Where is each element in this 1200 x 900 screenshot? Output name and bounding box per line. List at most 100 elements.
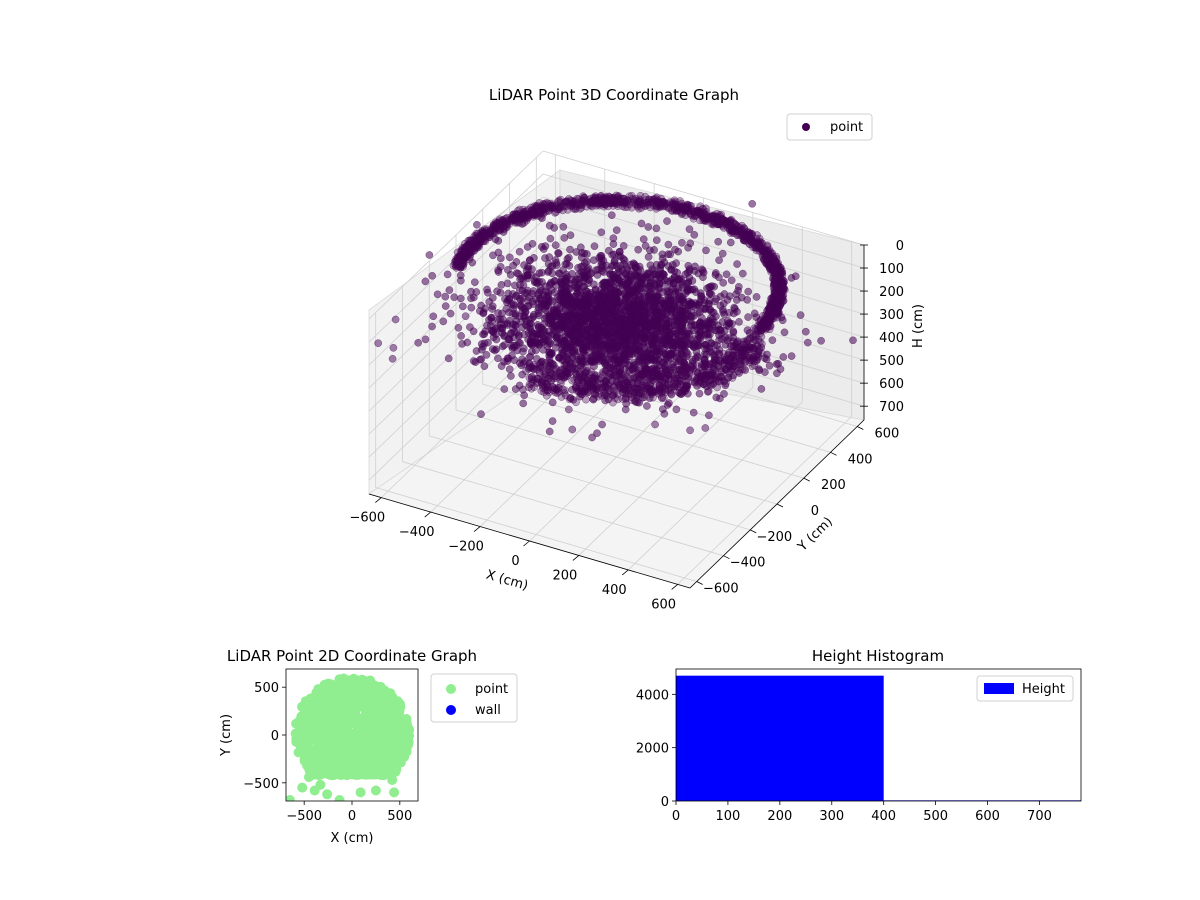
data-point-3d — [716, 326, 725, 334]
data-point-3d — [458, 340, 466, 348]
data-point-3d — [646, 276, 655, 285]
data-point-3d — [592, 383, 601, 392]
data-point-3d — [609, 199, 618, 207]
data-point-3d — [548, 398, 557, 407]
data-point-3d — [574, 263, 582, 272]
data-point-3d — [609, 240, 618, 248]
legend-3d-label: point — [830, 120, 863, 135]
data-point-3d — [444, 354, 453, 363]
data-point-3d — [706, 282, 715, 291]
data-point-3d — [706, 314, 715, 322]
data-point-3d — [504, 354, 513, 363]
data-point-3d — [667, 389, 676, 398]
data-point-3d — [686, 426, 694, 435]
data-point-3d — [682, 348, 691, 356]
chart-3d-title: LiDAR Point 3D Coordinate Graph — [489, 86, 739, 104]
data-point-3d — [757, 332, 766, 341]
data-point-3d — [658, 288, 667, 296]
data-point-3d — [633, 316, 642, 325]
h-tick-label-3d: 0 — [896, 239, 904, 254]
data-point-3d — [704, 387, 713, 396]
data-point-3d — [711, 271, 720, 279]
data-point-3d — [576, 204, 584, 213]
data-point-3d — [512, 291, 521, 300]
data-point-3d — [741, 366, 750, 375]
data-point-3d — [707, 307, 716, 316]
data-point-3d — [728, 319, 736, 328]
data-point-3d — [716, 292, 725, 301]
data-point-3d — [605, 369, 613, 378]
data-point-3d — [765, 361, 774, 370]
data-point-3d — [748, 199, 757, 208]
data-point-3d — [643, 348, 652, 357]
y-tick-label-3d: 600 — [874, 426, 899, 441]
data-point-3d — [513, 346, 522, 355]
data-point-3d — [582, 395, 590, 404]
data-point-3d — [679, 293, 687, 302]
data-point-3d — [488, 327, 497, 336]
data-point-3d — [622, 338, 630, 347]
data-point-3d — [520, 391, 529, 400]
data-point-3d — [550, 277, 559, 286]
data-point-3d — [692, 301, 701, 309]
data-point-3d — [559, 337, 568, 346]
data-point-3d — [593, 198, 602, 207]
data-point-3d — [606, 194, 615, 203]
data-point-3d — [752, 293, 761, 301]
data-point-3d — [588, 357, 596, 366]
data-point-3d — [609, 339, 617, 347]
data-point-3d — [505, 253, 514, 262]
data-point-3d — [650, 246, 658, 254]
data-point-3d — [559, 202, 567, 211]
data-point-3d — [509, 261, 518, 270]
data-point-3d — [578, 196, 587, 205]
data-point-3d — [479, 342, 487, 351]
data-point-3d — [649, 355, 658, 364]
data-point-3d — [661, 340, 670, 348]
data-point-3d — [701, 424, 710, 432]
data-point-3d — [780, 328, 789, 337]
data-point-3d — [589, 395, 598, 404]
data-point-3d — [581, 311, 590, 319]
data-point-3d — [548, 262, 557, 270]
data-point-3d — [718, 249, 727, 258]
data-point-3d — [544, 383, 552, 392]
h-tick-label-3d: 100 — [879, 262, 904, 277]
data-point-3d — [695, 389, 704, 398]
data-point-3d — [607, 211, 616, 220]
x-tick-label-3d: 0 — [511, 554, 519, 569]
data-point-3d — [573, 304, 582, 313]
data-point-3d — [551, 241, 560, 250]
data-point-3d — [539, 204, 548, 213]
data-point-3d — [744, 287, 753, 296]
data-point-3d — [644, 253, 653, 261]
data-point-3d — [443, 270, 452, 279]
data-point-3d — [539, 328, 548, 337]
data-point-3d — [585, 370, 594, 379]
z-axis-label-3d: H (cm) — [911, 304, 926, 348]
data-point-3d — [723, 296, 732, 304]
data-point-3d — [633, 308, 641, 316]
data-point-3d — [582, 202, 591, 211]
data-point-3d — [515, 247, 524, 256]
data-point-3d — [640, 334, 649, 343]
x-tick-3d — [424, 511, 431, 518]
h-tick-label-3d: 600 — [879, 377, 904, 392]
data-point-3d — [791, 272, 800, 281]
data-point-3d — [546, 234, 555, 243]
data-point-3d — [503, 279, 512, 288]
data-point-3d — [551, 202, 560, 211]
data-point-3d — [477, 410, 485, 418]
data-point-3d — [421, 335, 430, 344]
data-point-3d — [738, 269, 747, 278]
data-point-3d — [697, 292, 705, 300]
data-point-3d — [554, 249, 563, 258]
data-point-3d — [678, 363, 686, 371]
data-point-3d — [652, 236, 661, 245]
data-point-3d — [705, 411, 713, 420]
data-point-3d — [649, 388, 658, 396]
data-point-3d — [686, 317, 695, 325]
grid-h-right — [542, 196, 865, 292]
data-point-3d — [652, 224, 661, 233]
data-point-3d — [667, 265, 676, 274]
